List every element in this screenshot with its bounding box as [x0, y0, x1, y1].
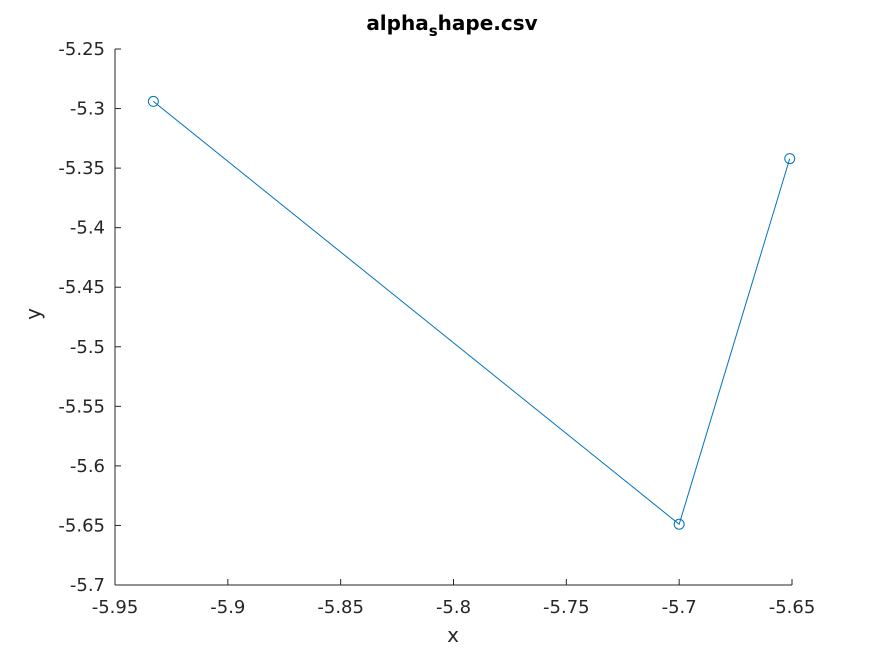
data-point-marker [784, 153, 796, 165]
y-tick-label: -5.65 [58, 515, 105, 536]
x-tick-label: -5.8 [436, 597, 471, 618]
y-tick-label: -5.7 [70, 575, 105, 596]
x-tick-label: -5.85 [317, 597, 364, 618]
x-axis-label: x [447, 623, 459, 647]
x-tick-label: -5.7 [662, 597, 697, 618]
chart-title-rest: hape.csv [438, 11, 538, 35]
y-tick-label: -5.5 [70, 337, 105, 358]
chart-title: alphashape.csv [366, 11, 537, 40]
series-line [153, 101, 791, 526]
plot-area [147, 95, 796, 530]
y-tick-label: -5.55 [58, 396, 105, 417]
data-point-marker [147, 95, 159, 107]
y-tick-label: -5.35 [58, 158, 105, 179]
x-tick-label: -5.75 [543, 597, 590, 618]
y-tick-label: -5.45 [58, 277, 105, 298]
y-axis-label: y [21, 308, 45, 320]
x-tick-label: -5.9 [210, 597, 245, 618]
axes: -5.95 -5.9 -5.85 -5.8 -5.75 -5.7 -5.65 -5.25 -5.… [58, 39, 815, 618]
chart-title-main: alpha [366, 11, 428, 35]
data-point-marker [673, 518, 685, 530]
x-tick-label: -5.65 [769, 597, 816, 618]
chart-title-subscript: s [429, 22, 438, 40]
x-tick-label: -5.95 [92, 597, 139, 618]
y-tick-label: -5.6 [70, 456, 105, 477]
y-tick-label: -5.3 [70, 99, 105, 120]
y-tick-label: -5.25 [58, 39, 105, 60]
y-tick-label: -5.4 [70, 218, 105, 239]
